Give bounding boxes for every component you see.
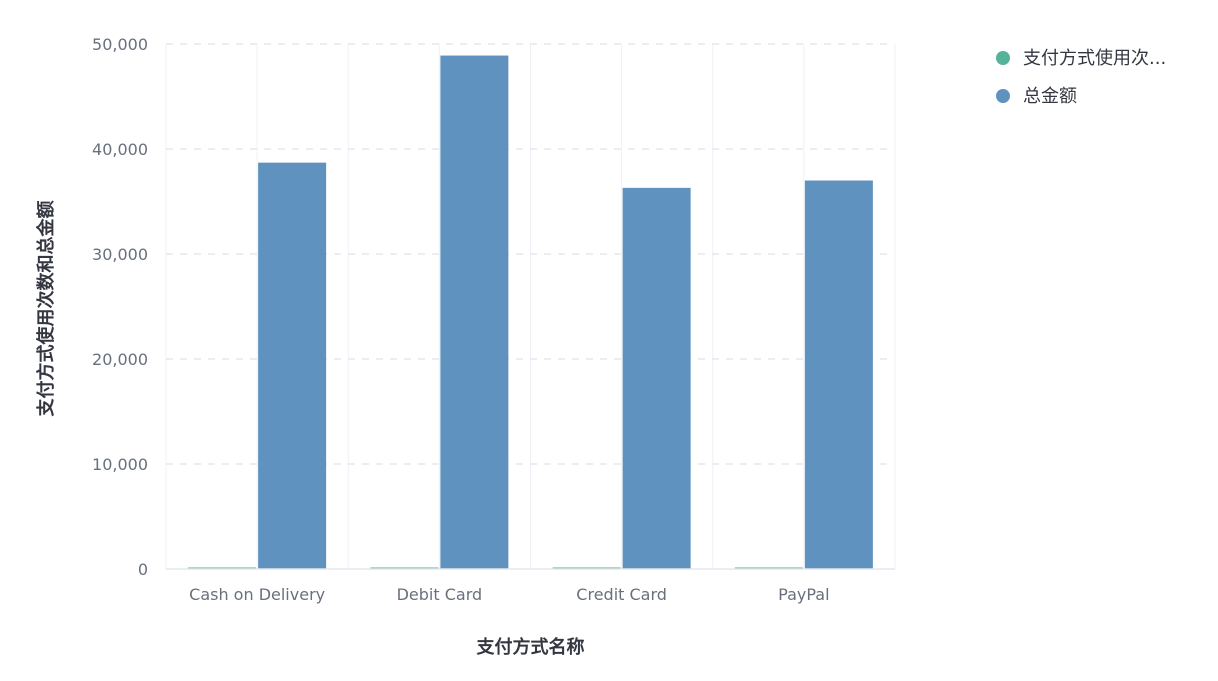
bar[interactable] [804, 180, 873, 570]
x-tick-label: Credit Card [576, 585, 667, 604]
bars [188, 55, 873, 570]
y-tick-label: 10,000 [92, 455, 148, 474]
y-tick-label: 30,000 [92, 245, 148, 264]
x-tick-label: PayPal [778, 585, 829, 604]
bar[interactable] [258, 162, 327, 569]
legend-marker [996, 89, 1010, 103]
legend-marker [996, 51, 1010, 65]
bar[interactable] [622, 187, 691, 569]
y-tick-label: 20,000 [92, 350, 148, 369]
x-tick-label: Cash on Delivery [189, 585, 325, 604]
y-tick-label: 40,000 [92, 140, 148, 159]
grid-lines [165, 43, 896, 569]
x-axis-title: 支付方式名称 [476, 636, 585, 658]
legend-item-label[interactable]: 总金额 [1023, 86, 1077, 107]
axes: 0 10,000 20,000 30,000 40,000 50,000 Cash on D… [92, 35, 895, 604]
y-tick-label: 0 [138, 560, 148, 579]
y-tick-label: 50,000 [92, 35, 148, 54]
x-tick-label: Debit Card [397, 585, 483, 604]
legend: 支付方式使用次... 总金额 [996, 48, 1166, 107]
legend-item-label[interactable]: 支付方式使用次... [1023, 48, 1166, 69]
y-axis-title: 支付方式使用次数和总金额 [35, 201, 57, 418]
bar[interactable] [440, 55, 509, 570]
